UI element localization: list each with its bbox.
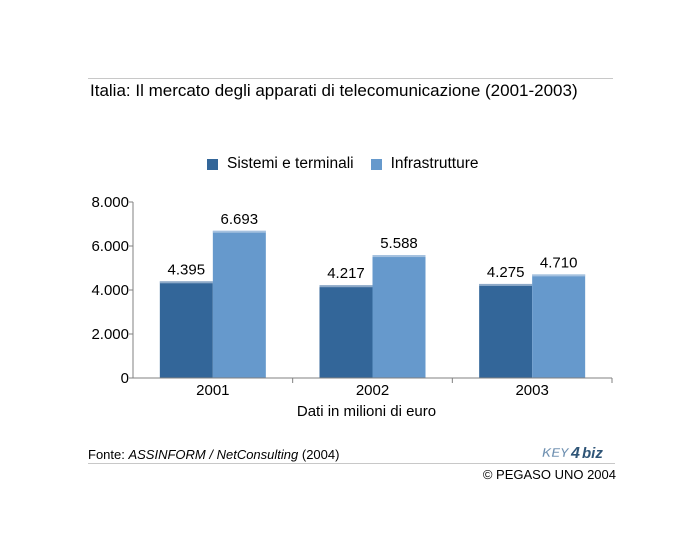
data-label-1-2003: 4.275 [487, 264, 525, 281]
bar-highlight-1-2002 [319, 285, 373, 288]
svg-text:4: 4 [570, 445, 580, 461]
legend-label-series2: Infrastrutture [390, 155, 479, 172]
y-tick-label-2000: 2.000 [91, 326, 129, 343]
bar-highlight-1-2003 [479, 283, 533, 286]
legend-swatch-series1 [207, 158, 218, 170]
data-label-1-2002: 4.217 [327, 265, 365, 282]
copyright: © PEGASO UNO 2004 [482, 467, 616, 482]
legend-item-series2: Infrastrutture [370, 155, 479, 173]
bar-1-2002 [319, 285, 373, 378]
chart-title: Italia: Il mercato degli apparati di tel… [90, 81, 578, 100]
x-tick-label-2001: 2001 [196, 382, 229, 399]
source-name: ASSINFORM / NetConsulting [128, 447, 299, 462]
legend-swatch-series2 [370, 158, 382, 170]
bar-highlight-2-2003 [532, 274, 586, 277]
bar-highlight-2-2002 [372, 255, 426, 258]
bar-2-2001 [212, 230, 266, 378]
top-rule [88, 78, 613, 79]
bar-2-2002 [372, 255, 426, 378]
source-note: Fonte: ASSINFORM / NetConsulting (2004) [88, 447, 339, 462]
y-tick-label-4000: 4.000 [91, 282, 129, 299]
y-tick-label-6000: 6.000 [91, 238, 129, 255]
bar-1-2001 [159, 281, 213, 378]
legend-label-series1: Sistemi e terminali [227, 155, 354, 172]
x-axis-title: Dati in milioni di euro [297, 403, 436, 420]
svg-text:KEY: KEY [542, 445, 570, 460]
bar-highlight-1-2001 [159, 281, 213, 284]
legend-item-series1: Sistemi e terminali [207, 155, 354, 173]
data-label-1-2001: 4.395 [168, 261, 206, 278]
key4biz-logo: KEY 4 biz [542, 445, 604, 461]
data-label-2-2001: 6.693 [221, 211, 259, 228]
source-year: (2004) [298, 447, 340, 462]
x-tick-label-2003: 2003 [515, 382, 548, 399]
data-label-2-2003: 4.710 [540, 254, 578, 271]
bar-highlight-2-2001 [212, 230, 266, 233]
bottom-rule [88, 463, 615, 464]
bar-2-2003 [532, 274, 586, 378]
bar-1-2003 [479, 283, 533, 378]
source-prefix: Fonte: [88, 447, 129, 462]
legend: Sistemi e terminali Infrastrutture [207, 155, 496, 173]
y-tick-label-8000: 8.000 [91, 194, 129, 211]
svg-text:biz: biz [582, 445, 603, 461]
x-tick-label-2002: 2002 [356, 382, 389, 399]
data-label-2-2002: 5.588 [380, 235, 418, 252]
y-tick-label-0: 0 [121, 370, 129, 387]
